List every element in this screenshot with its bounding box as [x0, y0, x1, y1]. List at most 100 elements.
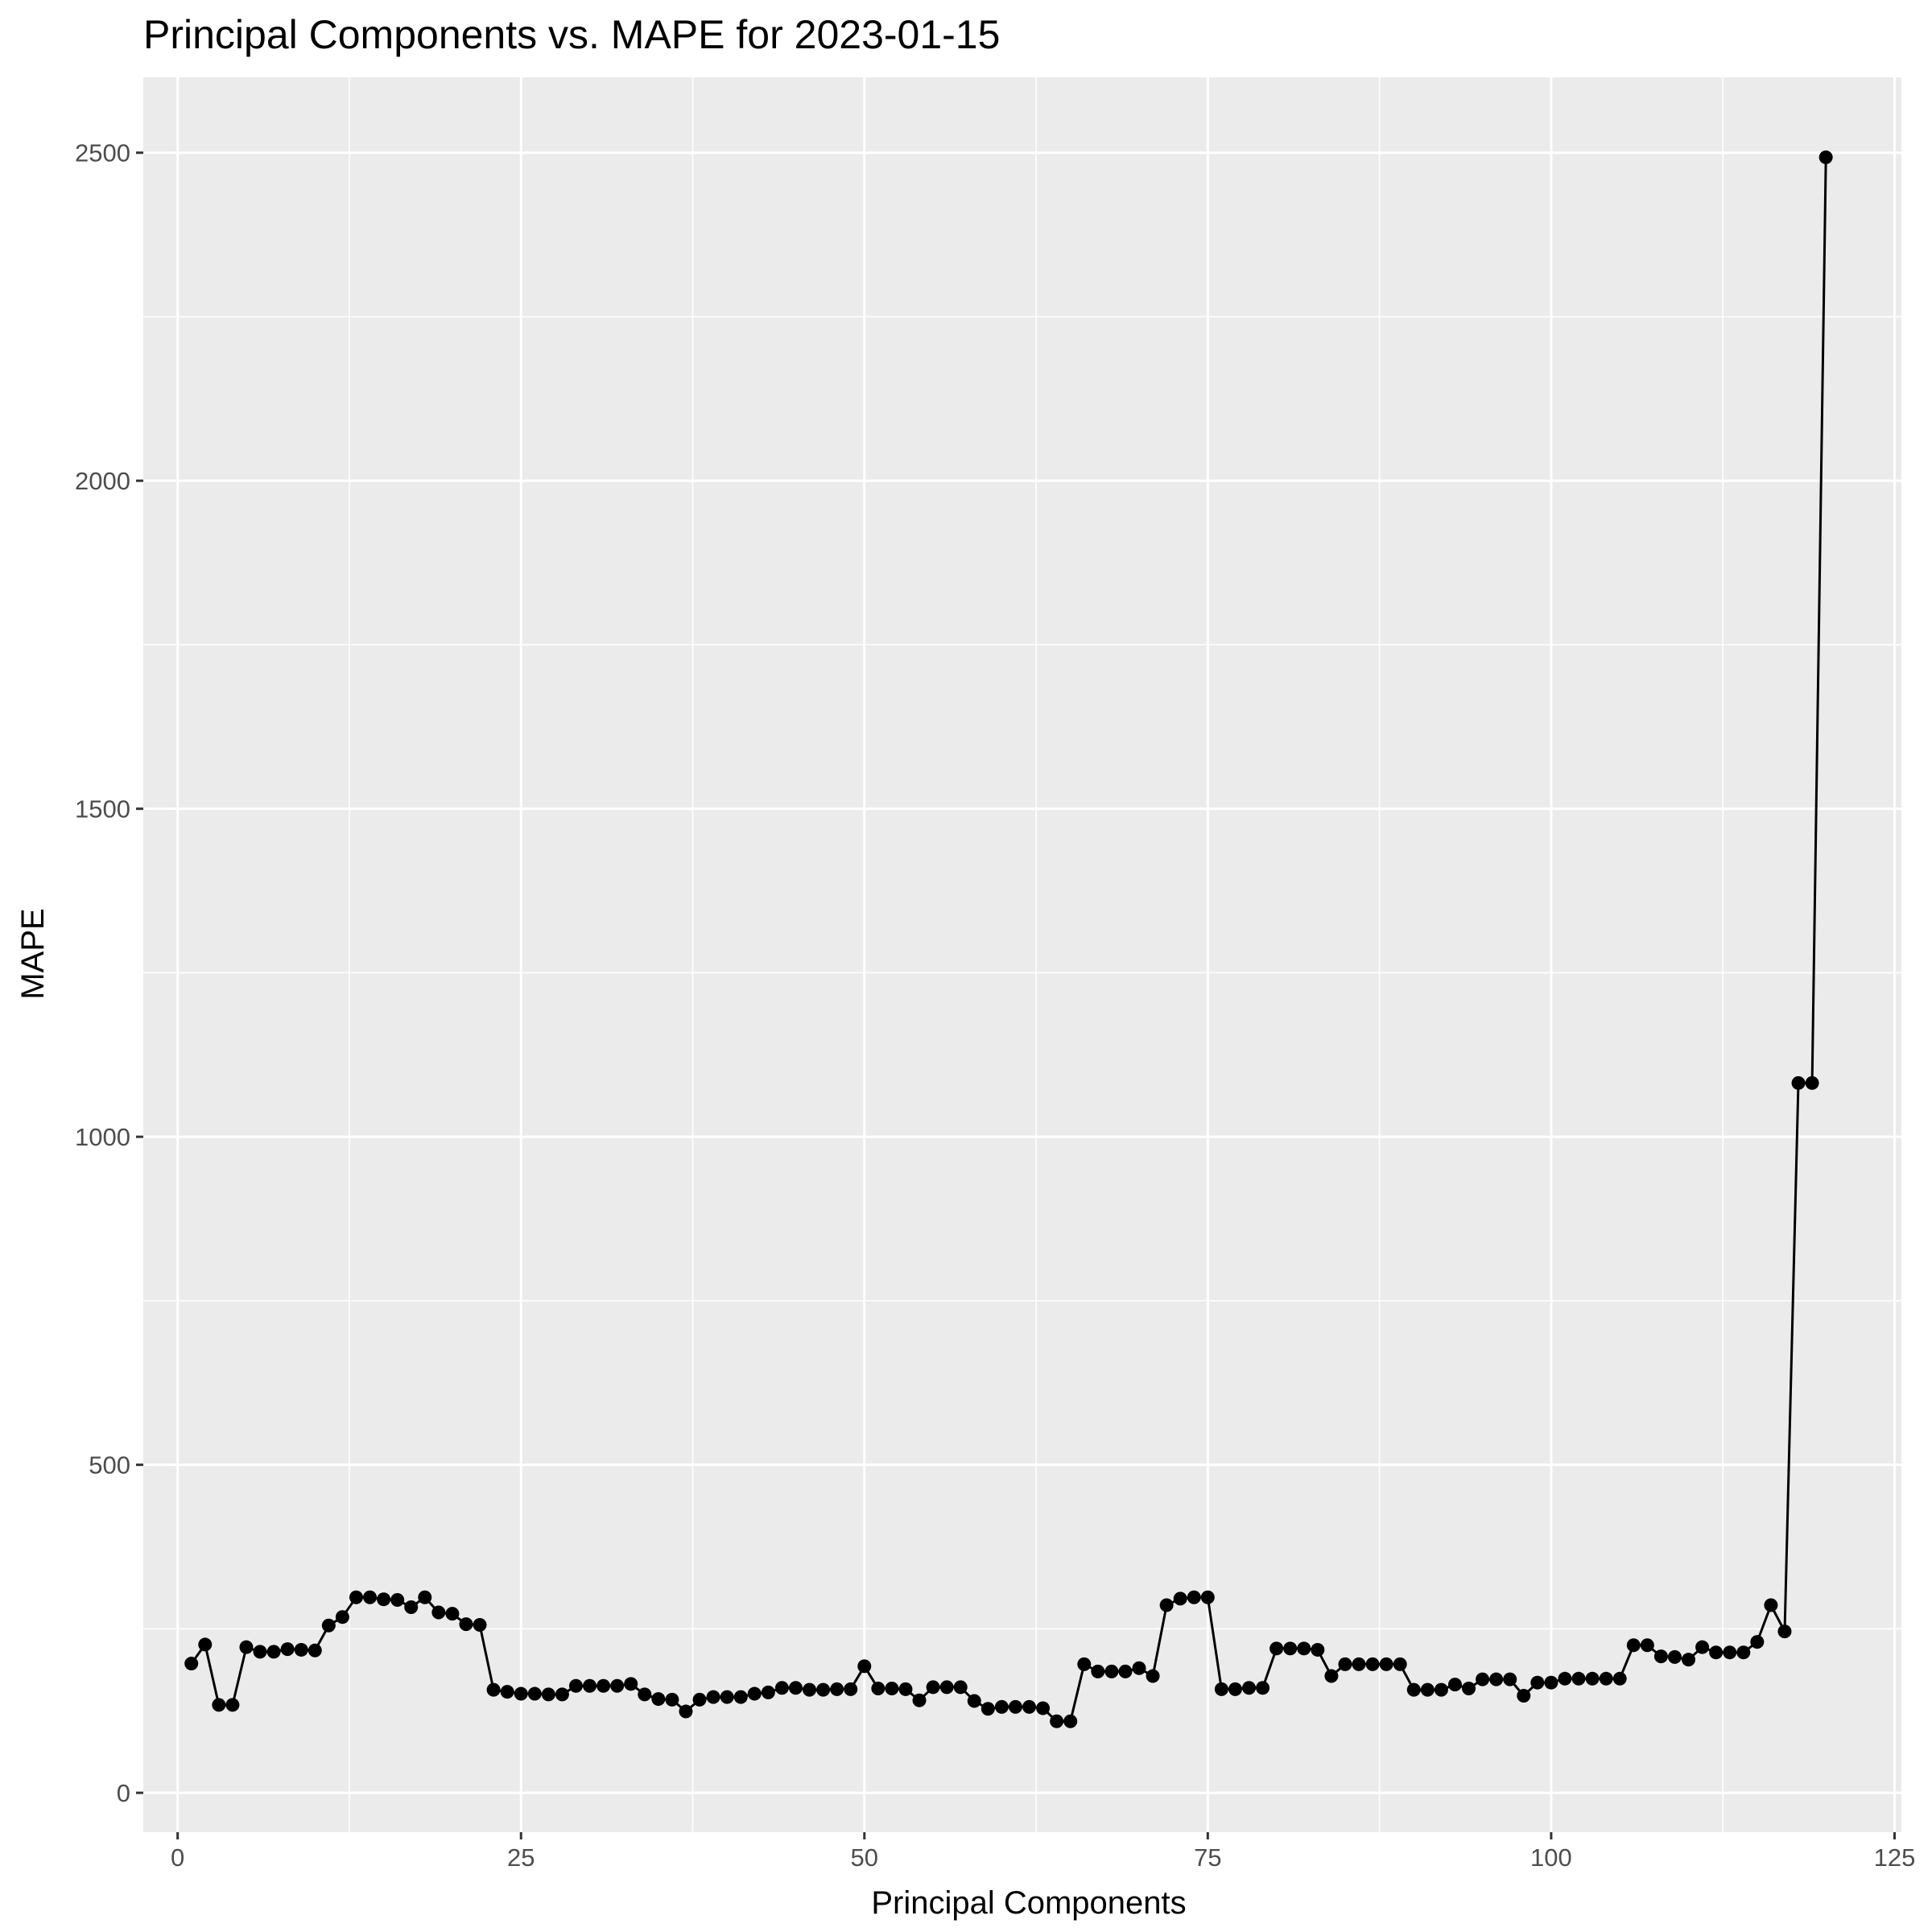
data-point [473, 1617, 487, 1632]
y-tick-label: 500 [89, 1451, 130, 1480]
data-point [486, 1682, 501, 1697]
data-point [335, 1610, 349, 1624]
data-point [1517, 1688, 1531, 1703]
data-point [1736, 1645, 1751, 1660]
data-point [225, 1698, 240, 1712]
data-point [568, 1678, 583, 1693]
data-point [1709, 1645, 1724, 1660]
data-point [1612, 1671, 1627, 1686]
data-point [1187, 1590, 1201, 1604]
data-point [788, 1681, 803, 1695]
data-point [527, 1686, 542, 1701]
data-point [198, 1637, 213, 1652]
data-point [761, 1685, 775, 1699]
data-point [665, 1692, 679, 1707]
data-point [1489, 1672, 1504, 1686]
data-point [1077, 1657, 1092, 1671]
data-point [871, 1682, 886, 1696]
data-point [1434, 1682, 1448, 1697]
data-point [803, 1682, 817, 1697]
data-point [321, 1618, 336, 1633]
data-point [980, 1702, 995, 1716]
data-point [651, 1692, 666, 1707]
data-point [1379, 1657, 1393, 1671]
data-point [597, 1678, 611, 1693]
data-point [706, 1690, 720, 1704]
y-tick-label: 2000 [75, 467, 130, 495]
x-tick-label: 0 [171, 1843, 184, 1872]
data-point [1447, 1678, 1462, 1692]
data-point [1406, 1682, 1421, 1697]
series-points [184, 150, 1833, 1728]
major-gridlines [143, 77, 1901, 1832]
data-point [1723, 1645, 1737, 1660]
x-tick-label: 125 [1874, 1843, 1916, 1872]
data-point [926, 1680, 940, 1695]
data-point [1256, 1681, 1270, 1695]
chart-title: Principal Components vs. MAPE for 2023-0… [143, 12, 1000, 57]
y-axis: 0 500 1000 1500 2000 2500 [75, 139, 143, 1807]
y-tick-label: 1500 [75, 795, 130, 824]
data-point [1022, 1699, 1037, 1714]
data-point [1269, 1641, 1284, 1656]
data-point [1544, 1675, 1558, 1690]
data-point [885, 1682, 899, 1696]
data-point [253, 1645, 267, 1659]
data-point [939, 1680, 954, 1695]
plot-panel [143, 77, 1901, 1832]
x-tick-label: 25 [507, 1843, 535, 1872]
data-point [431, 1605, 446, 1620]
data-point [1063, 1714, 1078, 1728]
data-point [1530, 1675, 1545, 1690]
data-point [1503, 1672, 1517, 1686]
data-point [1214, 1682, 1228, 1696]
data-point [610, 1678, 625, 1693]
data-point [1764, 1598, 1778, 1612]
data-point [1159, 1598, 1174, 1612]
y-tick-label: 0 [117, 1779, 130, 1807]
data-point [280, 1642, 295, 1657]
data-point [349, 1590, 363, 1604]
data-point [1640, 1638, 1654, 1653]
x-axis-title: Principal Components [871, 1885, 1186, 1921]
data-point [1200, 1590, 1215, 1604]
data-point [1132, 1661, 1146, 1675]
data-point [830, 1682, 844, 1696]
data-point [1173, 1591, 1187, 1606]
data-point [1146, 1669, 1160, 1683]
data-point [967, 1694, 981, 1708]
data-point [1036, 1701, 1051, 1715]
data-point [239, 1640, 254, 1654]
data-point [377, 1592, 391, 1607]
data-point [816, 1682, 831, 1697]
data-point [1558, 1671, 1572, 1686]
data-point [1777, 1624, 1792, 1639]
data-point [1008, 1699, 1022, 1714]
data-point [184, 1657, 199, 1671]
data-point [1585, 1671, 1600, 1686]
data-point [1365, 1657, 1380, 1671]
data-point [1818, 150, 1833, 164]
data-point [1805, 1075, 1819, 1090]
data-point [898, 1682, 913, 1696]
data-point [733, 1690, 748, 1704]
data-point [1791, 1075, 1806, 1090]
data-point [1283, 1641, 1298, 1656]
data-point [1653, 1649, 1668, 1664]
data-point [1324, 1669, 1339, 1683]
data-point [294, 1642, 308, 1657]
x-axis: 0 25 50 75 100 125 [171, 1832, 1915, 1872]
data-point [1118, 1664, 1133, 1678]
data-point [1338, 1657, 1352, 1671]
data-point [500, 1685, 514, 1699]
data-point [1599, 1671, 1613, 1686]
data-point [1091, 1664, 1105, 1678]
minor-gridlines [143, 77, 1901, 1832]
data-point [1104, 1664, 1119, 1678]
x-tick-label: 100 [1530, 1843, 1572, 1872]
data-point [720, 1690, 734, 1704]
data-point [857, 1659, 872, 1674]
data-point [390, 1593, 405, 1608]
data-point [555, 1687, 569, 1702]
